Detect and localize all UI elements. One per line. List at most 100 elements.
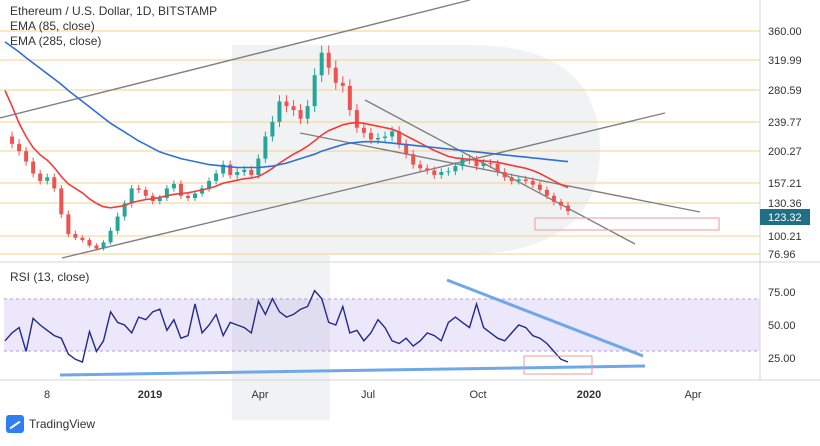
candle-body xyxy=(73,234,78,238)
candle-body xyxy=(509,177,514,181)
candle-body xyxy=(404,143,409,155)
tradingview-branding[interactable]: TradingView xyxy=(6,415,95,433)
candle-body xyxy=(537,184,542,190)
trend-line-4[interactable] xyxy=(59,364,646,377)
price-target-box xyxy=(534,217,720,231)
price-tick-label: 239.77 xyxy=(768,117,802,129)
candle-body xyxy=(59,188,64,215)
candle-body xyxy=(171,183,176,189)
candle-body xyxy=(94,245,99,249)
tradingview-text: TradingView xyxy=(29,417,96,431)
candle-body xyxy=(24,151,29,162)
candle-body xyxy=(52,177,57,189)
rsi-title[interactable]: RSI (13, close) xyxy=(10,270,90,284)
candle-body xyxy=(242,169,247,173)
candle-body xyxy=(488,163,493,165)
candle-body xyxy=(333,67,338,83)
candle-body xyxy=(214,173,219,181)
candle-body xyxy=(502,172,507,178)
time-tick-label: Apr xyxy=(684,389,701,401)
candle-body xyxy=(45,177,50,181)
candle-body xyxy=(249,169,254,175)
candle-body xyxy=(164,188,169,199)
trend-line-1[interactable] xyxy=(61,112,666,259)
candle-body xyxy=(453,166,458,172)
candle-body xyxy=(319,52,324,76)
ema85-line[interactable] xyxy=(4,90,569,209)
candle-body xyxy=(270,121,275,137)
candle-body xyxy=(115,216,120,231)
candle-body xyxy=(291,106,296,111)
price-tick-label: 319.99 xyxy=(768,55,802,67)
candle-body xyxy=(347,85,352,111)
candle-body xyxy=(185,195,190,199)
candle-body xyxy=(228,164,233,175)
candle-body xyxy=(361,127,366,133)
candle-body xyxy=(66,214,71,235)
candle-body xyxy=(340,82,345,86)
candle-body xyxy=(439,172,444,175)
candle-body xyxy=(495,163,500,173)
candle-body xyxy=(516,179,521,181)
candle-body xyxy=(87,240,92,246)
candle-body xyxy=(425,168,430,171)
chart-title: Ethereum / U.S. Dollar, 1D, BITSTAMP xyxy=(10,4,218,18)
candle-body xyxy=(551,195,556,202)
candle-body xyxy=(193,193,198,199)
candle-body xyxy=(136,188,141,190)
time-tick-label: 8 xyxy=(44,389,50,401)
candle-body xyxy=(178,183,183,196)
price-tick-label: 200.27 xyxy=(768,146,802,158)
candle-body xyxy=(200,188,205,194)
ema85-label[interactable]: EMA (85, close) xyxy=(10,19,95,33)
candle-body xyxy=(277,101,282,122)
candle-body xyxy=(207,180,212,189)
rsi-target-box xyxy=(523,355,593,375)
candle-body xyxy=(157,198,162,202)
watermark-logo xyxy=(232,45,600,420)
candle-body xyxy=(305,106,310,119)
candle-body xyxy=(566,205,570,212)
trend-line-5[interactable] xyxy=(446,278,644,358)
candle-body xyxy=(418,164,423,169)
candle-body xyxy=(432,170,437,175)
rsi-tick-label: 75.00 xyxy=(768,287,796,299)
candle-body xyxy=(446,171,451,173)
candle-body xyxy=(235,172,240,175)
price-tick-label: 76.96 xyxy=(768,249,796,261)
candle-body xyxy=(523,179,528,181)
candle-body xyxy=(284,101,289,107)
ema285-label[interactable]: EMA (285, close) xyxy=(10,34,102,48)
candle-body xyxy=(129,188,134,204)
price-tick-label: 130.36 xyxy=(768,198,802,210)
candle-body xyxy=(298,110,303,119)
rsi-tick-label: 50.00 xyxy=(768,320,796,332)
price-tick-label: 360.00 xyxy=(768,26,802,38)
time-tick-label: Apr xyxy=(251,389,268,401)
tradingview-logo-icon xyxy=(6,415,24,433)
ema285-line[interactable] xyxy=(4,41,569,169)
candle-body xyxy=(122,203,127,217)
candle-body xyxy=(383,136,388,138)
candle-body xyxy=(474,160,479,167)
candle-body xyxy=(143,189,148,196)
candle-body xyxy=(326,52,331,68)
candle-body xyxy=(80,237,85,241)
candle-body xyxy=(530,180,535,185)
current-price-badge xyxy=(760,209,810,225)
candle-body xyxy=(108,230,113,243)
candle-body xyxy=(354,110,359,128)
candle-body xyxy=(312,75,317,107)
candle-body xyxy=(101,242,106,249)
candle-body xyxy=(263,136,268,159)
candle-body xyxy=(221,164,226,174)
rsi-line[interactable] xyxy=(4,289,569,363)
trend-line-3[interactable] xyxy=(364,99,636,245)
candle-body xyxy=(390,131,395,137)
candle-body xyxy=(375,137,380,140)
rsi-legend: RSI (13, close) xyxy=(10,270,89,285)
rsi-tick-label: 25.00 xyxy=(768,353,796,365)
time-tick-label: Oct xyxy=(469,389,486,401)
